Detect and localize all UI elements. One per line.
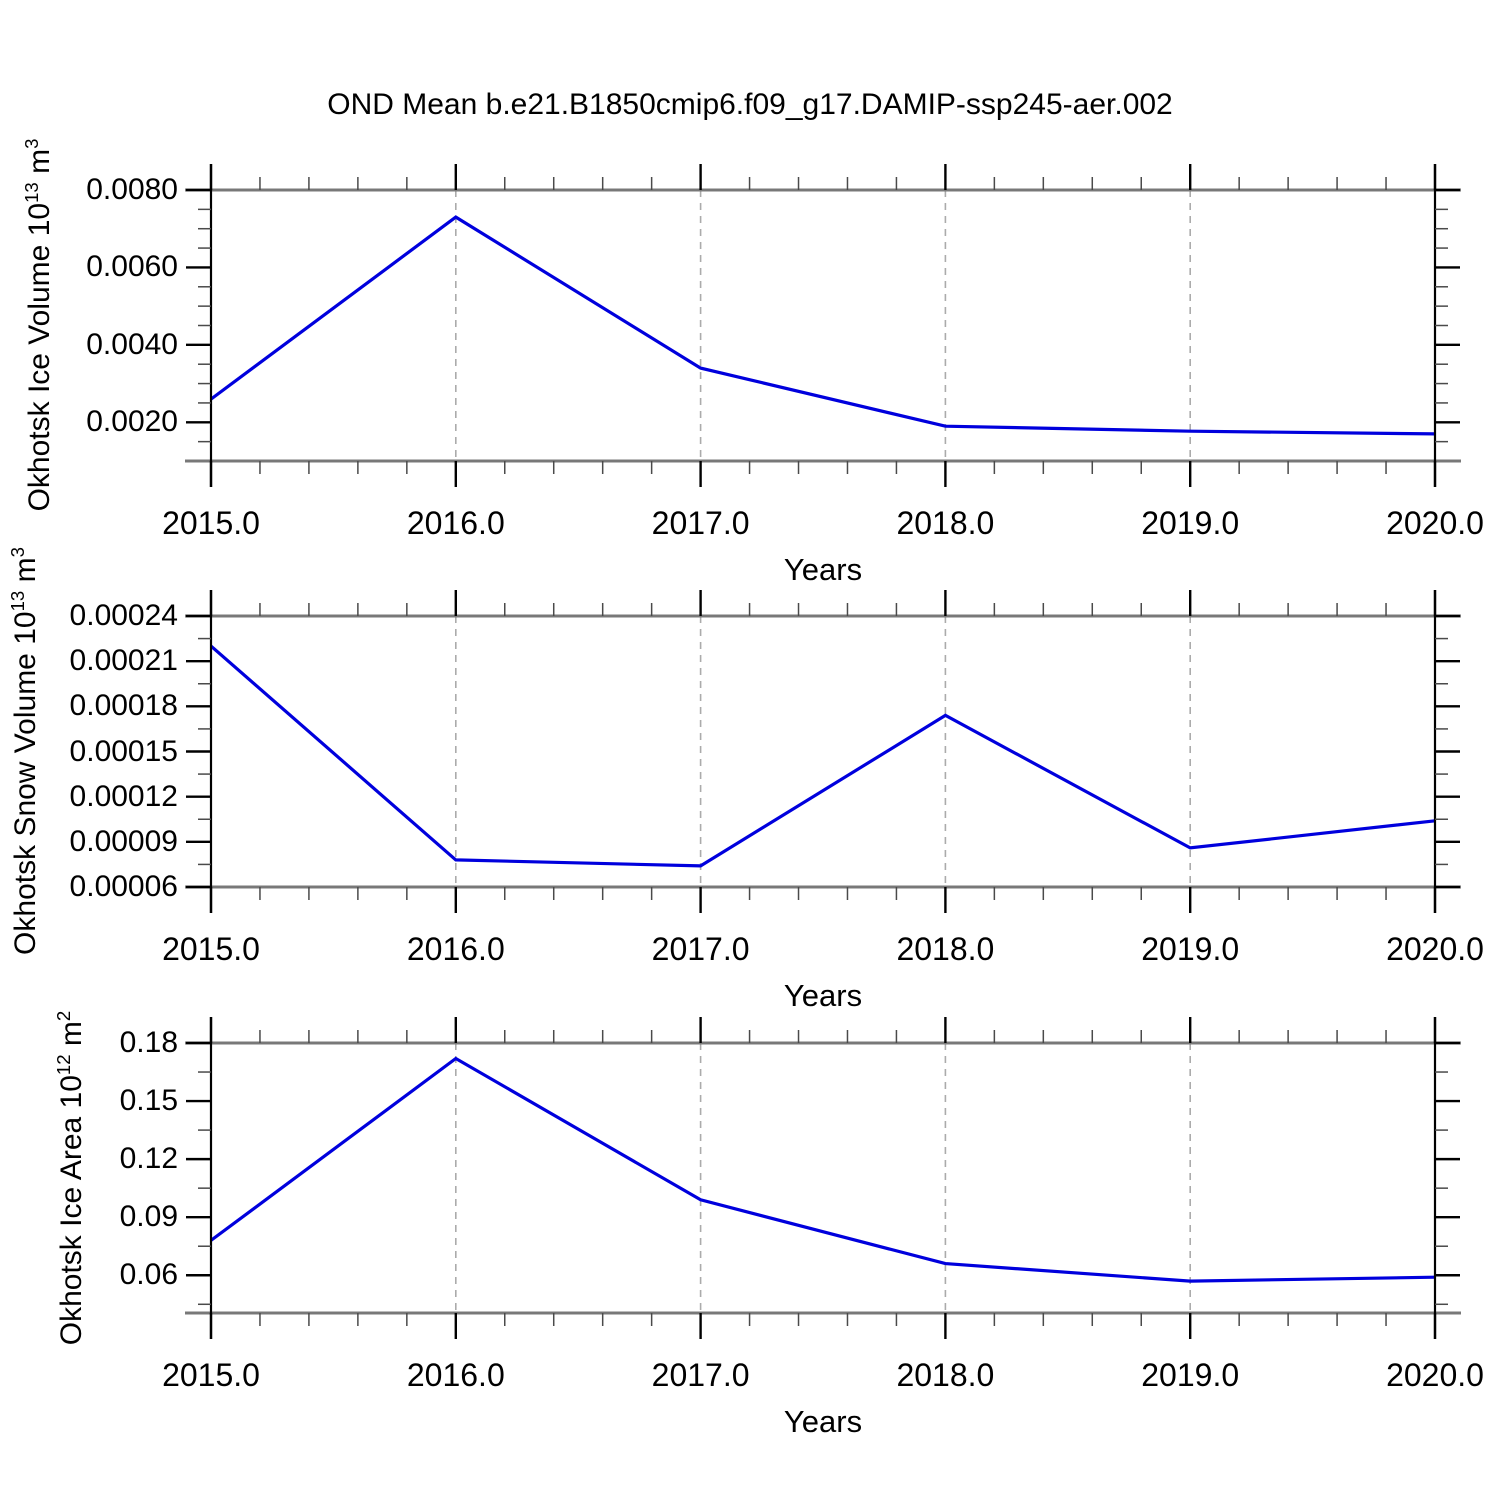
panel-2-y-tick-label-0.00015: 0.00015 xyxy=(69,734,178,768)
panel-1-x-tick-label-2017.0: 2017.0 xyxy=(651,505,750,541)
panel-2-data-line xyxy=(209,644,1436,868)
panel-3-x-tick-label-2015.0: 2015.0 xyxy=(162,1357,260,1393)
panel-2-series xyxy=(209,644,1436,868)
panel-1-x-tick-label-2019.0: 2019.0 xyxy=(1141,505,1240,541)
panel-1-data-line xyxy=(210,215,1436,436)
y-axis-title-unit-exponent: 2 xyxy=(53,1010,74,1022)
panel-3-ticks xyxy=(186,1017,1460,1339)
panel-3-data-line xyxy=(210,1056,1436,1283)
y-axis-title-unit: m xyxy=(9,557,42,591)
panel-1-gridlines xyxy=(454,190,1191,461)
panel-3-x-tick-label-2019.0: 2019.0 xyxy=(1141,1357,1240,1393)
panel-2-x-tick-label-2020.0: 2020.0 xyxy=(1386,931,1484,967)
panel-2-y-tick-label-0.00006: 0.00006 xyxy=(69,870,178,903)
panel-2-x-tick-label-2017.0: 2017.0 xyxy=(651,931,750,967)
panel-1-y-tick-label-0.0080: 0.0080 xyxy=(86,173,178,206)
panel-1-x-tick-label-2015.0: 2015.0 xyxy=(162,505,260,541)
panel-3-x-tick-label-2016.0: 2016.0 xyxy=(406,1357,505,1393)
panel-3-y-tick-label-0.18: 0.18 xyxy=(119,1026,178,1059)
panel-1-y-tick-label-0.0020: 0.0020 xyxy=(86,405,178,439)
panel-1-ticks xyxy=(186,164,1460,487)
panel-3-frame xyxy=(185,1017,1461,1339)
panel-2-y-tick-label-0.00024: 0.00024 xyxy=(69,599,178,632)
panel-1-frame xyxy=(185,164,1461,487)
y-axis-title-ice-area: Okhotsk Ice Area 1012 m2 xyxy=(47,1011,89,1346)
panel-3-x-tick-label-2017.0: 2017.0 xyxy=(651,1357,750,1393)
panel-2-y-tick-label-0.00009: 0.00009 xyxy=(69,824,178,858)
panel-1-y-tick-label-0.0060: 0.0060 xyxy=(86,250,178,284)
panel-2-ticks xyxy=(186,590,1460,913)
panel-2-x-tick-label-2015.0: 2015.0 xyxy=(162,931,260,967)
panel-3-y-tick-label-0.06: 0.06 xyxy=(119,1258,178,1292)
y-axis-title-unit-exponent: 3 xyxy=(7,547,28,558)
panel-2-x-tick-label-2018.0: 2018.0 xyxy=(896,931,995,967)
panel-1-series xyxy=(210,215,1436,436)
y-axis-title-unit-exponent: 3 xyxy=(21,138,42,149)
panel-2-x-tick-label-2019.0: 2019.0 xyxy=(1141,931,1240,967)
panel-3-x-tick-label-2018.0: 2018.0 xyxy=(896,1357,995,1393)
panel-1-y-tick-label-0.0040: 0.0040 xyxy=(86,327,178,361)
panel-2-y-tick-label-0.00012: 0.00012 xyxy=(69,779,178,813)
panel-2-gridlines xyxy=(454,616,1191,887)
panel-3-series xyxy=(210,1056,1436,1283)
panel-1-x-tick-label-2020.0: 2020.0 xyxy=(1386,505,1484,541)
panel-2-frame xyxy=(185,590,1461,913)
panel-3-x-axis-title: Years xyxy=(783,1404,863,1439)
panel-2-y-tick-label-0.00021: 0.00021 xyxy=(69,644,178,678)
panel-3-gridlines xyxy=(454,1043,1191,1313)
panel-2-y-tick-label-0.00018: 0.00018 xyxy=(69,689,178,723)
panel-1-x-tick-label-2016.0: 2016.0 xyxy=(406,505,505,541)
chart-title: OND Mean b.e21.B1850cmip6.f09_g17.DAMIP-… xyxy=(327,88,1173,121)
panel-2-x-axis-title: Years xyxy=(783,978,863,1013)
panel-3-y-tick-label-0.09: 0.09 xyxy=(119,1200,178,1234)
panel-1-x-axis-title: Years xyxy=(783,552,863,587)
panel-3-y-tick-label-0.12: 0.12 xyxy=(119,1142,178,1176)
panel-3-y-tick-label-0.15: 0.15 xyxy=(119,1084,178,1118)
panel-1-x-tick-label-2018.0: 2018.0 xyxy=(896,505,995,541)
panel-2-x-tick-label-2016.0: 2016.0 xyxy=(406,931,505,967)
panel-3-x-tick-label-2020.0: 2020.0 xyxy=(1386,1357,1484,1393)
